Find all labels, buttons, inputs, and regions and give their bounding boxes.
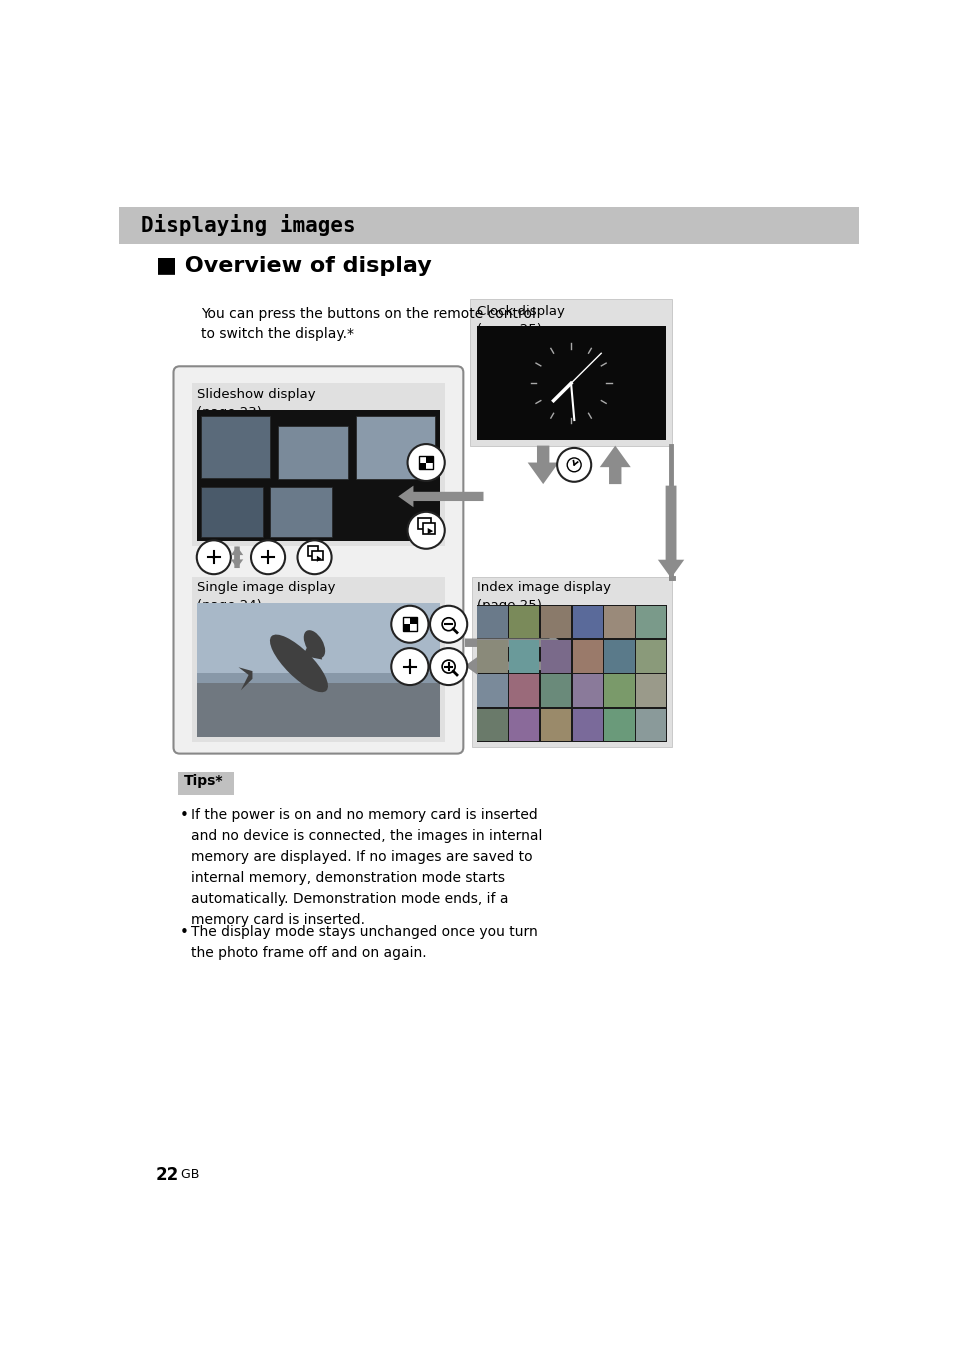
FancyBboxPatch shape — [509, 675, 538, 707]
Text: Clock display
(page 25): Clock display (page 25) — [476, 306, 564, 337]
Ellipse shape — [270, 634, 328, 692]
FancyBboxPatch shape — [418, 462, 426, 469]
Polygon shape — [599, 446, 630, 484]
Circle shape — [557, 448, 591, 481]
FancyBboxPatch shape — [196, 677, 439, 737]
FancyBboxPatch shape — [402, 625, 410, 631]
FancyBboxPatch shape — [200, 487, 262, 537]
FancyBboxPatch shape — [200, 416, 270, 479]
FancyBboxPatch shape — [426, 462, 433, 469]
FancyBboxPatch shape — [192, 383, 444, 546]
FancyBboxPatch shape — [418, 456, 426, 462]
FancyBboxPatch shape — [604, 675, 634, 707]
Text: Single image display
(page 24): Single image display (page 24) — [196, 581, 335, 612]
FancyBboxPatch shape — [509, 708, 538, 741]
FancyBboxPatch shape — [604, 639, 634, 673]
Text: •: • — [179, 807, 189, 822]
Text: ■ Overview of display: ■ Overview of display — [155, 256, 431, 276]
FancyBboxPatch shape — [173, 366, 463, 753]
Circle shape — [430, 648, 467, 685]
FancyBboxPatch shape — [178, 772, 233, 795]
Circle shape — [251, 541, 285, 575]
FancyBboxPatch shape — [119, 207, 858, 243]
FancyBboxPatch shape — [604, 708, 634, 741]
Circle shape — [212, 556, 215, 558]
FancyBboxPatch shape — [472, 576, 671, 748]
FancyBboxPatch shape — [422, 523, 435, 534]
Circle shape — [266, 556, 270, 558]
FancyBboxPatch shape — [572, 675, 602, 707]
Ellipse shape — [303, 630, 325, 658]
Polygon shape — [316, 556, 321, 562]
Circle shape — [391, 648, 428, 685]
FancyBboxPatch shape — [196, 410, 439, 541]
Circle shape — [441, 660, 455, 673]
FancyBboxPatch shape — [572, 708, 602, 741]
FancyBboxPatch shape — [192, 576, 444, 742]
Circle shape — [407, 443, 444, 481]
Circle shape — [407, 512, 444, 549]
FancyBboxPatch shape — [196, 603, 439, 737]
Text: Displaying images: Displaying images — [141, 215, 355, 237]
FancyBboxPatch shape — [355, 416, 435, 480]
FancyBboxPatch shape — [476, 639, 507, 673]
FancyBboxPatch shape — [476, 326, 665, 441]
Polygon shape — [231, 546, 243, 568]
FancyBboxPatch shape — [572, 639, 602, 673]
FancyBboxPatch shape — [604, 606, 634, 638]
FancyBboxPatch shape — [426, 456, 433, 462]
FancyBboxPatch shape — [636, 708, 666, 741]
FancyBboxPatch shape — [307, 546, 318, 556]
FancyBboxPatch shape — [636, 675, 666, 707]
FancyBboxPatch shape — [540, 639, 571, 673]
FancyBboxPatch shape — [636, 606, 666, 638]
FancyBboxPatch shape — [312, 552, 323, 560]
Text: GB: GB — [176, 1168, 199, 1182]
Polygon shape — [231, 546, 243, 568]
Circle shape — [441, 618, 455, 630]
FancyBboxPatch shape — [572, 606, 602, 638]
Polygon shape — [397, 485, 483, 507]
FancyBboxPatch shape — [470, 299, 671, 446]
FancyBboxPatch shape — [418, 518, 431, 529]
Text: If the power is on and no memory card is inserted
and no device is connected, th: If the power is on and no memory card is… — [191, 807, 541, 927]
Polygon shape — [527, 446, 558, 484]
FancyBboxPatch shape — [196, 673, 439, 683]
Circle shape — [430, 606, 467, 642]
Text: Tips*: Tips* — [184, 775, 224, 788]
Text: You can press the buttons on the remote control
to switch the display.*: You can press the buttons on the remote … — [200, 307, 535, 341]
Circle shape — [391, 606, 428, 642]
Circle shape — [408, 665, 411, 668]
Circle shape — [297, 541, 332, 575]
Polygon shape — [464, 634, 562, 652]
FancyBboxPatch shape — [509, 639, 538, 673]
FancyBboxPatch shape — [476, 708, 507, 741]
FancyBboxPatch shape — [509, 606, 538, 638]
FancyBboxPatch shape — [476, 604, 666, 742]
FancyBboxPatch shape — [278, 426, 348, 480]
FancyBboxPatch shape — [196, 603, 439, 677]
FancyBboxPatch shape — [540, 708, 571, 741]
Text: •: • — [179, 925, 189, 940]
FancyBboxPatch shape — [410, 618, 416, 625]
FancyBboxPatch shape — [410, 625, 416, 631]
Text: The display mode stays unchanged once you turn
the photo frame off and on again.: The display mode stays unchanged once yo… — [191, 925, 537, 960]
Circle shape — [196, 541, 231, 575]
FancyBboxPatch shape — [270, 487, 332, 537]
Polygon shape — [238, 668, 253, 691]
FancyBboxPatch shape — [476, 675, 507, 707]
Text: 22: 22 — [155, 1165, 179, 1184]
FancyBboxPatch shape — [540, 675, 571, 707]
Circle shape — [567, 458, 580, 472]
Text: Index image display
(page 25): Index image display (page 25) — [476, 581, 610, 612]
FancyBboxPatch shape — [402, 618, 410, 625]
Polygon shape — [302, 633, 322, 660]
Text: Slideshow display
(page 23): Slideshow display (page 23) — [196, 388, 315, 419]
Polygon shape — [427, 529, 433, 534]
Polygon shape — [464, 657, 562, 675]
FancyBboxPatch shape — [540, 606, 571, 638]
FancyBboxPatch shape — [636, 639, 666, 673]
FancyBboxPatch shape — [476, 606, 507, 638]
Polygon shape — [658, 485, 683, 579]
